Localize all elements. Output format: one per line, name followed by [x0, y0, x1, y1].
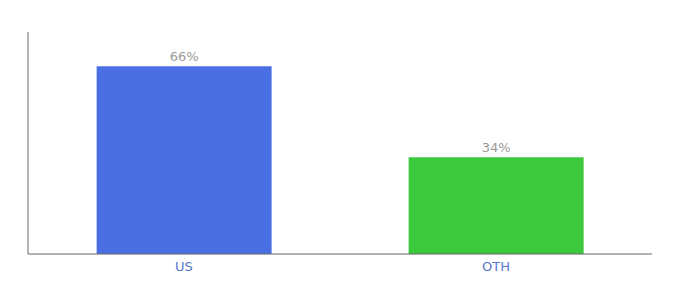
svg-text:66%: 66% — [170, 49, 199, 64]
svg-text:34%: 34% — [482, 140, 511, 155]
svg-text:US: US — [175, 259, 193, 274]
svg-text:OTH: OTH — [482, 259, 510, 274]
